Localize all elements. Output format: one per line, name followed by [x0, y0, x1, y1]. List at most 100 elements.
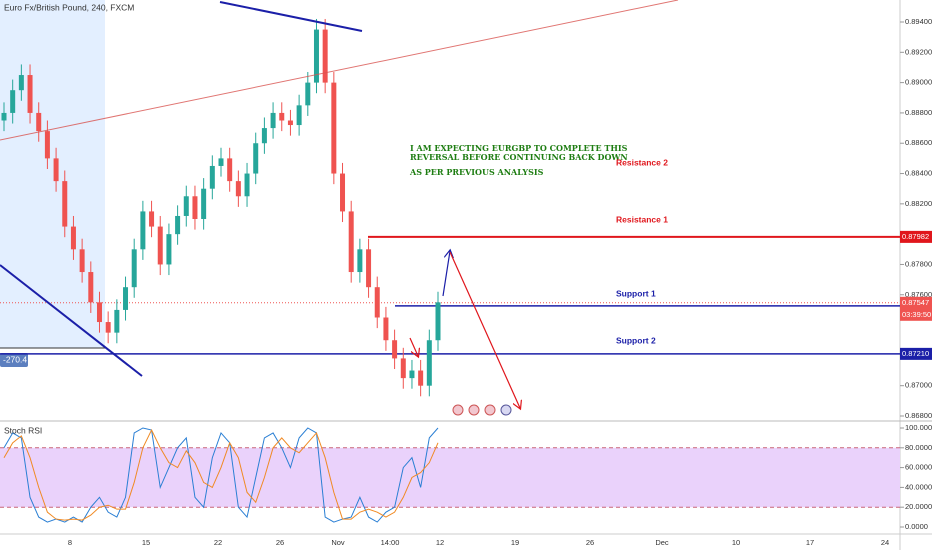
candle-body	[270, 112, 276, 129]
price-badge	[900, 230, 932, 243]
y-tick-label: 0.88200	[905, 199, 932, 208]
candle-body	[383, 317, 389, 341]
chart-title: Euro Fx/British Pound, 240, FXCM	[4, 2, 134, 12]
candle-body	[79, 249, 85, 273]
y-tick-label: 0.88400	[905, 169, 932, 178]
y-tick-label: 80.0000	[905, 443, 932, 452]
arrow	[409, 337, 418, 356]
candle-body	[261, 128, 267, 144]
countdown: 03:39:50	[902, 310, 931, 319]
candle-body	[10, 90, 16, 113]
x-tick-label: 26	[586, 538, 594, 547]
candle-body	[313, 29, 319, 83]
candle-body	[357, 249, 363, 273]
candle-body	[70, 226, 76, 250]
candle-body	[53, 158, 59, 182]
candle-body	[400, 358, 406, 379]
price-badge	[900, 296, 932, 321]
candle-body	[1, 112, 7, 121]
y-tick-label: 40.0000	[905, 482, 932, 491]
candle-body	[123, 287, 129, 310]
price-badge-label: 0.87547	[902, 298, 929, 307]
candle-body	[366, 249, 372, 288]
level-name: Resistance 2	[616, 157, 668, 167]
y-tick-label: 100.0000	[905, 423, 932, 432]
x-tick-label: 15	[142, 538, 150, 547]
candle-body	[218, 158, 224, 166]
candle-body	[287, 120, 293, 126]
x-tick-label: 26	[276, 538, 284, 547]
x-tick-label: 10	[732, 538, 740, 547]
stoch-line	[3, 428, 439, 521]
trendline	[0, 0, 679, 141]
pane-title: Stoch RSI	[4, 425, 42, 435]
x-tick-label: 12	[436, 538, 444, 547]
arrow	[449, 251, 520, 408]
y-tick-label: 0.87600	[905, 290, 932, 299]
candle-body	[131, 249, 137, 288]
candle-body	[105, 322, 111, 333]
y-tick-label: 0.89400	[905, 17, 932, 26]
y-tick-label: 0.0000	[905, 522, 928, 531]
level-name: Support 2	[616, 335, 656, 345]
y-tick-label: 0.89200	[905, 47, 932, 56]
annotation: AS PER PREVIOUS ANALYSIS	[409, 167, 544, 177]
candle-body	[340, 173, 346, 212]
x-tick-label: 14:00	[381, 538, 400, 547]
candle-body	[227, 158, 233, 182]
price-badge-label: 0.87210	[902, 349, 929, 358]
event-icons	[452, 404, 512, 416]
candle-body	[253, 143, 259, 174]
price-badge-label: 0.87982	[902, 232, 929, 241]
candle-body	[331, 82, 337, 174]
candle-body	[36, 112, 42, 132]
price-badge	[900, 347, 932, 360]
stoch-band	[0, 447, 900, 508]
candle-body	[88, 272, 94, 303]
x-tick-label: 19	[511, 538, 519, 547]
trendline	[0, 264, 143, 377]
candle-body	[183, 196, 189, 216]
y-tick-label: 0.86800	[905, 411, 932, 420]
candle-body	[166, 234, 172, 265]
candle-body	[305, 82, 311, 106]
y-tick-label: 20.0000	[905, 502, 932, 511]
candle-body	[296, 105, 302, 126]
x-tick-label: 22	[214, 538, 222, 547]
candle-body	[235, 181, 241, 197]
candle-body	[279, 112, 285, 121]
candle-body	[201, 188, 207, 219]
candle-body	[409, 370, 415, 379]
y-tick-label: 60.0000	[905, 463, 932, 472]
candle-body	[175, 215, 181, 235]
candle-body	[114, 309, 120, 333]
candle-body	[157, 226, 163, 265]
annotation: I AM EXPECTING EURGBP TO COMPLETE THIS	[410, 143, 628, 153]
x-tick-label: Dec	[655, 538, 669, 547]
candle-body	[18, 75, 24, 91]
x-tick-label: 17	[806, 538, 814, 547]
y-tick-label: 0.87800	[905, 259, 932, 268]
annotation: REVERSAL BEFORE CONTINUING BACK DOWN	[410, 152, 628, 162]
candle-body	[244, 173, 250, 197]
y-tick-label: 0.87000	[905, 381, 932, 390]
candle-body	[192, 196, 198, 219]
x-tick-label: Nov	[331, 538, 345, 547]
candle-body	[149, 211, 155, 227]
level-name: Resistance 1	[616, 214, 668, 224]
candle-body	[140, 211, 146, 250]
candle-body	[44, 131, 50, 159]
range-shade	[0, 0, 105, 348]
candle-body	[418, 370, 424, 386]
candle-body	[209, 165, 215, 189]
y-tick-label: 0.89000	[905, 78, 932, 87]
trendline	[219, 1, 363, 32]
measure-label: -270.4	[3, 354, 27, 364]
candle-body	[374, 287, 380, 318]
candle-body	[392, 340, 398, 359]
y-tick-label: 0.88800	[905, 108, 932, 117]
x-tick-label: 24	[881, 538, 889, 547]
arrow	[442, 251, 450, 297]
candle-body	[435, 302, 441, 341]
candle-body	[96, 302, 102, 323]
